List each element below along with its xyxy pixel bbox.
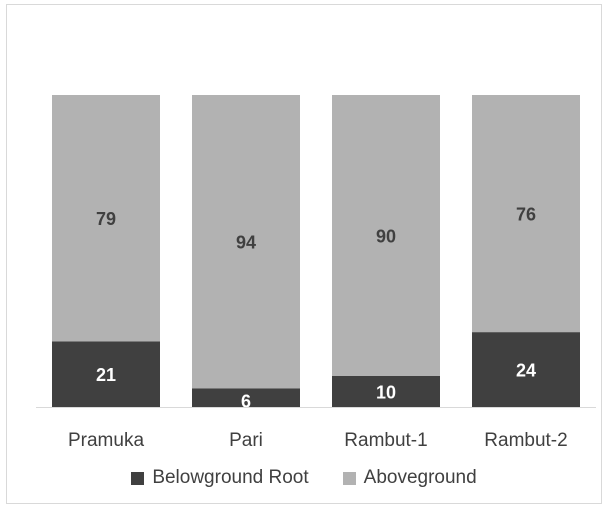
bar-belowground-pari bbox=[192, 388, 300, 407]
legend-label-belowground: Belowground Root bbox=[152, 467, 309, 488]
data-label-belowground-rambut-1: 10 bbox=[376, 382, 396, 402]
legend-item-aboveground: Aboveground bbox=[342, 467, 477, 489]
data-label-aboveground-rambut-2: 76 bbox=[516, 205, 536, 225]
data-label-aboveground-pramuka: 79 bbox=[96, 209, 116, 229]
data-label-aboveground-pari: 94 bbox=[236, 233, 256, 253]
legend-swatch-aboveground bbox=[342, 471, 356, 485]
bar-belowground-rambut-1 bbox=[332, 375, 440, 407]
x-tick-label-rambut-1: Rambut-1 bbox=[344, 430, 427, 451]
bar-aboveground-pramuka bbox=[52, 95, 160, 342]
x-tick-label-rambut-2: Rambut-2 bbox=[484, 430, 567, 451]
bar-aboveground-rambut-1 bbox=[332, 95, 440, 376]
legend: Belowground Root Aboveground bbox=[0, 464, 608, 492]
bar-aboveground-rambut-2 bbox=[472, 95, 580, 333]
bar-belowground-pramuka bbox=[52, 341, 160, 407]
data-label-belowground-pramuka: 21 bbox=[96, 365, 116, 385]
bar-belowground-rambut-2 bbox=[472, 332, 580, 407]
data-label-belowground-pari: 6 bbox=[241, 391, 251, 411]
x-tick-label-pramuka: Pramuka bbox=[68, 430, 144, 451]
legend-swatch-belowground bbox=[131, 471, 145, 485]
bar-aboveground-pari bbox=[192, 95, 300, 389]
data-label-aboveground-rambut-1: 90 bbox=[376, 226, 396, 246]
x-tick-label-pari: Pari bbox=[229, 430, 263, 451]
data-label-belowground-rambut-2: 24 bbox=[516, 361, 536, 381]
legend-label-aboveground: Aboveground bbox=[363, 467, 477, 488]
legend-item-belowground: Belowground Root bbox=[131, 467, 309, 489]
